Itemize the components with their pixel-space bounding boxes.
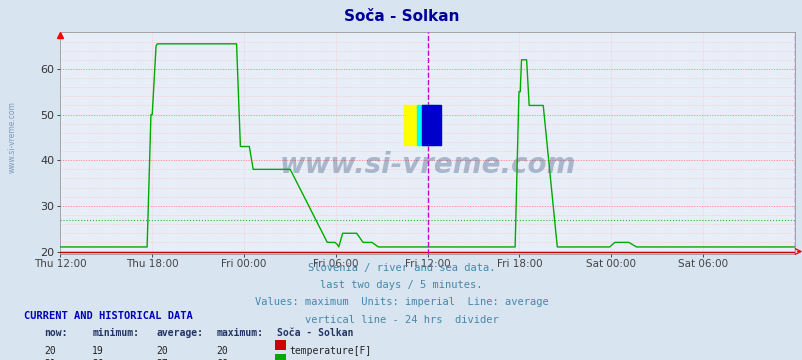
Text: average:: average: (156, 328, 204, 338)
Text: vertical line - 24 hrs  divider: vertical line - 24 hrs divider (304, 315, 498, 325)
Text: 27: 27 (156, 359, 168, 360)
Text: Slovenia / river and sea data.: Slovenia / river and sea data. (307, 263, 495, 273)
Polygon shape (422, 105, 440, 145)
Text: CURRENT AND HISTORICAL DATA: CURRENT AND HISTORICAL DATA (24, 311, 192, 321)
Text: www.si-vreme.com: www.si-vreme.com (279, 151, 575, 179)
Text: temperature[F]: temperature[F] (289, 346, 371, 356)
Text: now:: now: (44, 328, 67, 338)
Text: 20: 20 (217, 346, 229, 356)
Text: 21: 21 (44, 359, 56, 360)
Text: 20: 20 (44, 346, 56, 356)
Text: maximum:: maximum: (217, 328, 264, 338)
Text: flow[foot3/min]: flow[foot3/min] (289, 359, 377, 360)
Text: minimum:: minimum: (92, 328, 140, 338)
Text: Values: maximum  Units: imperial  Line: average: Values: maximum Units: imperial Line: av… (254, 297, 548, 307)
Text: Soča - Solkan: Soča - Solkan (277, 328, 353, 338)
Text: www.si-vreme.com: www.si-vreme.com (8, 101, 17, 173)
Text: 19: 19 (92, 346, 104, 356)
Text: 66: 66 (217, 359, 229, 360)
Text: 20: 20 (156, 346, 168, 356)
Text: 20: 20 (92, 359, 104, 360)
Bar (416, 105, 435, 145)
Text: last two days / 5 minutes.: last two days / 5 minutes. (320, 280, 482, 290)
Bar (403, 105, 427, 145)
Text: Soča - Solkan: Soča - Solkan (343, 9, 459, 24)
